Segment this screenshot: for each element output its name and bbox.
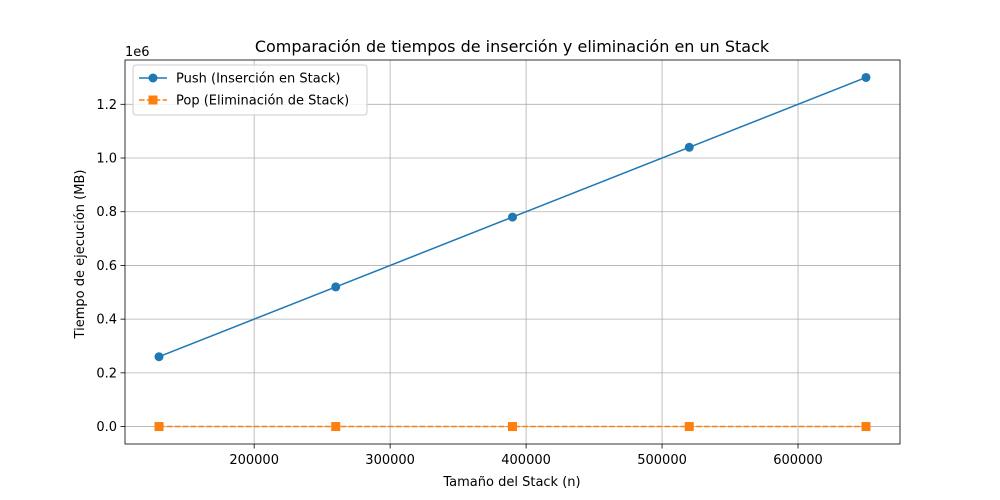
- y-tick-label: 0.0: [96, 420, 117, 435]
- y-axis-label: Tiempo de ejecución (MB): [73, 170, 88, 340]
- data-point-push: [154, 352, 164, 362]
- y-tick-label: 1.2: [96, 98, 117, 113]
- y-tick-label: 0.4: [96, 313, 117, 328]
- axes-layer: 200000 300000 400000 500000 600000 0.0 0.2 0.4 0…: [96, 59, 901, 468]
- plot-frame: [124, 59, 901, 445]
- data-point-push: [331, 282, 341, 292]
- x-tick-label: 500000: [637, 453, 687, 468]
- legend-marker-push: [148, 73, 158, 83]
- x-tick-label: 600000: [773, 453, 823, 468]
- legend: Push (Inserción en Stack) Pop (Eliminació…: [132, 64, 368, 116]
- data-point-pop: [684, 422, 694, 432]
- legend-label-push: Push (Inserción en Stack): [176, 72, 341, 87]
- x-tick-label: 400000: [501, 453, 551, 468]
- data-point-pop: [861, 422, 871, 432]
- x-axis-label: Tamaño del Stack (n): [442, 475, 580, 490]
- y-axis-offset-label: 1e6: [125, 45, 150, 60]
- chart-title: Comparación de tiempos de inserción y el…: [255, 37, 770, 56]
- x-tick-label: 300000: [365, 453, 415, 468]
- y-tick-label: 0.8: [96, 205, 117, 220]
- data-point-push: [508, 212, 517, 222]
- series-layer: [154, 72, 871, 432]
- grid-layer: [125, 60, 900, 444]
- legend-label-pop: Pop (Eliminación de Stack): [176, 94, 349, 109]
- y-tick-label: 0.2: [96, 366, 117, 381]
- data-point-pop: [154, 422, 164, 432]
- y-tick-label: 0.6: [96, 259, 117, 274]
- data-point-pop: [508, 422, 517, 432]
- y-tick-label: 1.0: [96, 152, 117, 167]
- x-tick-label: 200000: [229, 453, 279, 468]
- data-point-push: [861, 72, 871, 82]
- data-point-pop: [331, 422, 341, 432]
- data-point-push: [684, 142, 694, 152]
- legend-marker-pop: [148, 95, 158, 105]
- legend-box: [132, 64, 368, 116]
